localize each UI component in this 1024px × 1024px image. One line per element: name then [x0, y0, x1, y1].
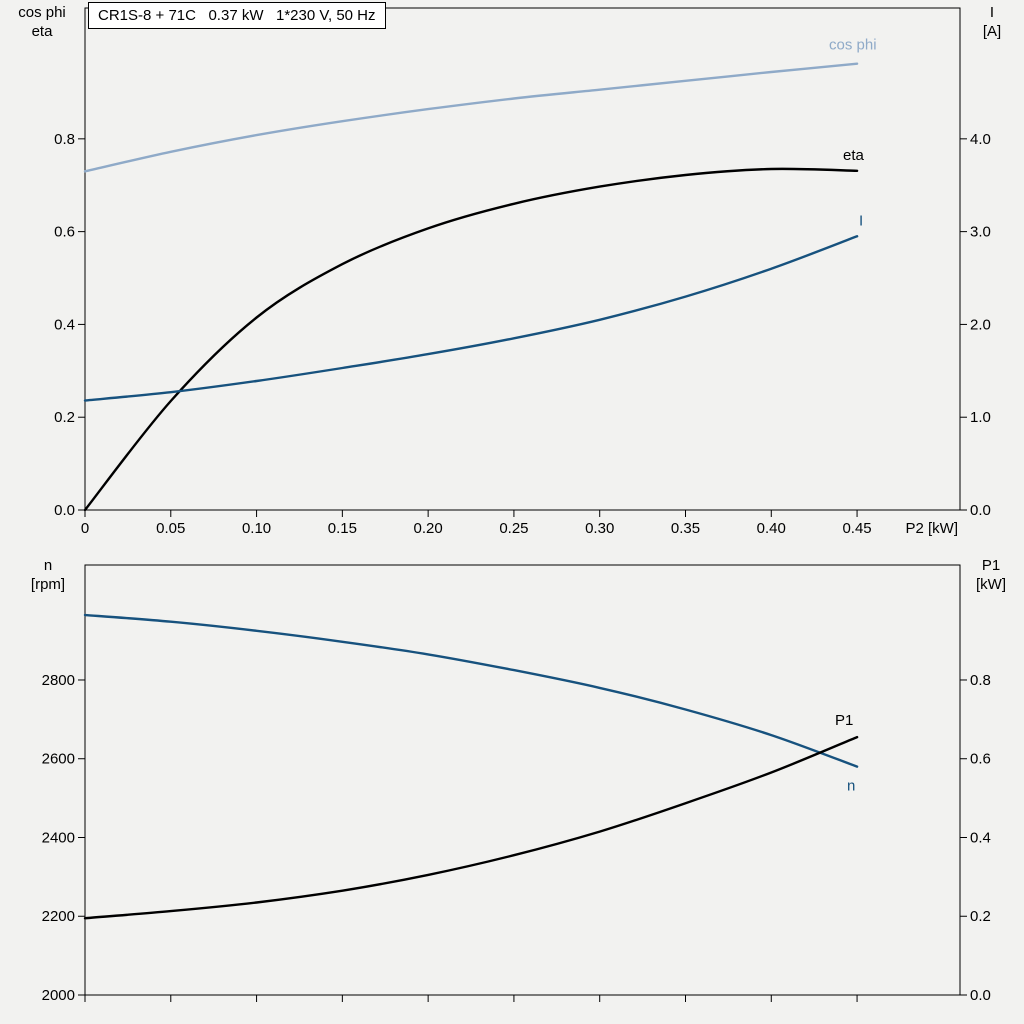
x-tick-label: 0.15	[328, 520, 357, 537]
axis-title-line: n	[43, 557, 53, 574]
axis-title-line: P1	[981, 557, 1001, 574]
y-left-tick-label: 2800	[42, 672, 75, 689]
y-left-tick-label: 0.8	[54, 131, 75, 148]
y-left-tick-label: 0.4	[54, 316, 75, 333]
curve-label-eta: eta	[843, 147, 865, 164]
y-left-tick-label: 2400	[42, 829, 75, 846]
axis-title-line: eta	[31, 23, 53, 40]
plot-border	[84, 564, 961, 996]
curve-current	[83, 235, 859, 402]
y-left-tick-label: 0.6	[54, 224, 75, 241]
y-left-tick-label: 0.0	[54, 502, 75, 519]
top-chart-right-axis-title: I [A]	[964, 3, 1020, 41]
curve-p1	[83, 735, 859, 920]
y-left-tick-label: 2200	[42, 908, 75, 925]
curve-label-cos-phi: cos phi	[829, 37, 877, 54]
bottom-chart-right-axis-title: P1 [kW]	[960, 556, 1022, 594]
x-tick-label: 0.45	[842, 520, 871, 537]
axis-title-line: I	[989, 4, 995, 21]
y-right-tick-label: 0.2	[970, 908, 991, 925]
x-tick-label: 0.30	[585, 520, 614, 537]
chart-title-box: CR1S-8 + 71C 0.37 kW 1*230 V, 50 Hz	[88, 2, 386, 29]
curve-label-speed: n	[847, 778, 855, 795]
y-right-tick-label: 0.4	[970, 829, 991, 846]
y-right-tick-label: 0.8	[970, 672, 991, 689]
x-tick-label: 0.25	[499, 520, 528, 537]
x-tick-label: 0.20	[414, 520, 443, 537]
y-left-tick-label: 0.2	[54, 409, 75, 426]
curve-eta	[83, 167, 859, 512]
curve-speed	[83, 613, 859, 768]
y-left-tick-label: 2600	[42, 751, 75, 768]
y-right-tick-label: 0.0	[970, 987, 991, 1004]
bottom-chart-left-axis-title: n [rpm]	[14, 556, 82, 594]
top-chart-left-axis-title: cos phi eta	[2, 3, 82, 41]
y-left-tick-label: 2000	[42, 987, 75, 1004]
y-right-tick-label: 3.0	[970, 224, 991, 241]
x-tick-label: 0.10	[242, 520, 271, 537]
axis-title-line: cos phi	[18, 4, 66, 21]
x-tick-label: 0.40	[757, 520, 786, 537]
x-tick-label: 0	[81, 520, 89, 537]
x-tick-label: 0.35	[671, 520, 700, 537]
axis-title-line: [rpm]	[30, 576, 66, 593]
y-right-tick-label: 0.0	[970, 502, 991, 519]
y-right-tick-label: 0.6	[970, 751, 991, 768]
curve-label-current: I	[859, 212, 863, 229]
x-axis-label: P2 [kW]	[905, 520, 958, 537]
y-right-tick-label: 1.0	[970, 409, 991, 426]
axis-title-line: [kW]	[976, 576, 1006, 593]
axis-title-line: [A]	[982, 23, 1002, 40]
y-right-tick-label: 2.0	[970, 316, 991, 333]
curve-cos-phi	[83, 62, 859, 173]
curve-label-p1: P1	[835, 712, 853, 729]
plot-border	[84, 7, 961, 511]
x-tick-label: 0.05	[156, 520, 185, 537]
y-right-tick-label: 4.0	[970, 131, 991, 148]
